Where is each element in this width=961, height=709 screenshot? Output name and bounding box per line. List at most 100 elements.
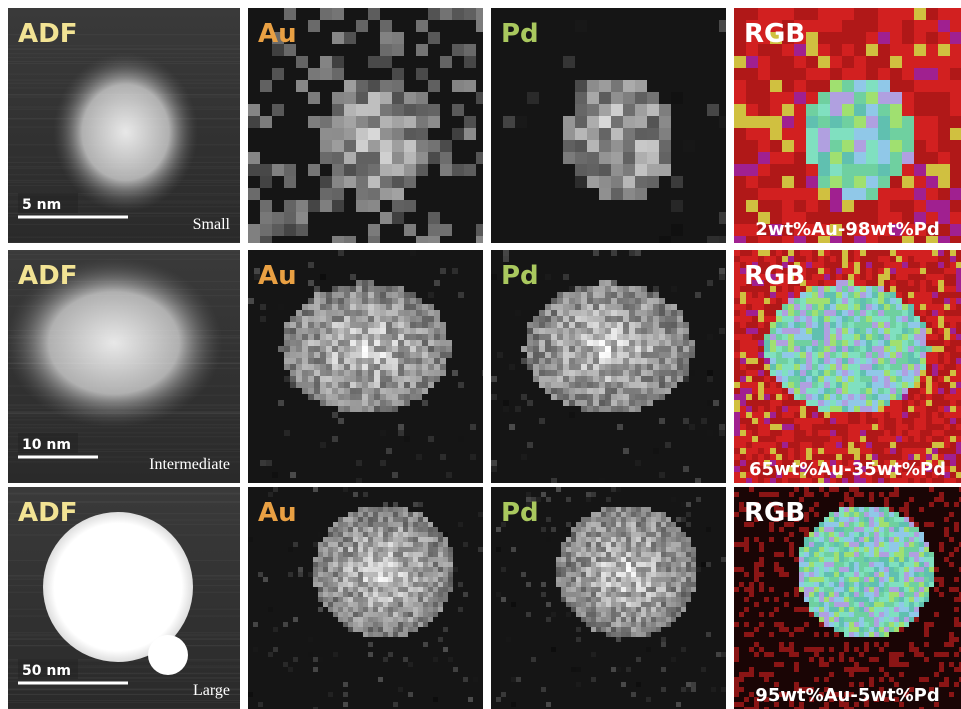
- map-pixel: [908, 346, 914, 352]
- map-pixel: [605, 376, 611, 382]
- map-pixel: [848, 346, 854, 352]
- map-pixel: [884, 298, 890, 304]
- map-pixel: [707, 430, 713, 436]
- map-pixel: [368, 617, 373, 622]
- map-pixel: [353, 617, 358, 622]
- map-pixel: [671, 542, 676, 547]
- map-pixel: [844, 517, 849, 522]
- map-pixel: [635, 340, 641, 346]
- map-pixel: [734, 292, 740, 298]
- map-pixel: [752, 406, 758, 412]
- map-pixel: [380, 164, 392, 176]
- map-pixel: [368, 104, 380, 116]
- map-pixel: [378, 582, 383, 587]
- map-pixel: [515, 116, 527, 128]
- map-pixel: [344, 352, 350, 358]
- map-pixel: [333, 612, 338, 617]
- map-pixel: [646, 587, 651, 592]
- map-pixel: [631, 607, 636, 612]
- map-pixel: [848, 400, 854, 406]
- map-pixel: [320, 310, 326, 316]
- map-pixel: [616, 622, 621, 627]
- map-pixel: [348, 512, 353, 517]
- map-pixel: [383, 567, 388, 572]
- map-pixel: [576, 587, 581, 592]
- map-pixel: [368, 370, 374, 376]
- map-pixel: [428, 436, 434, 442]
- map-pixel: [611, 334, 617, 340]
- map-pixel: [944, 322, 950, 328]
- map-pixel: [378, 552, 383, 557]
- map-pixel: [416, 454, 422, 460]
- map-pixel: [926, 370, 932, 376]
- map-pixel: [794, 104, 806, 116]
- map-pixel: [403, 602, 408, 607]
- map-pixel: [363, 627, 368, 632]
- map-pixel: [332, 286, 338, 292]
- map-pixel: [278, 304, 284, 310]
- map-pixel: [758, 250, 764, 256]
- map-pixel: [691, 687, 696, 692]
- map-pixel: [611, 557, 616, 562]
- map-pixel: [659, 346, 665, 352]
- map-pixel: [438, 562, 443, 567]
- map-pixel: [533, 358, 539, 364]
- map-pixel: [636, 602, 641, 607]
- map-pixel: [869, 532, 874, 537]
- map-pixel: [707, 400, 713, 406]
- map-pixel: [408, 547, 413, 552]
- map-pixel: [839, 502, 844, 507]
- map-pixel: [866, 152, 878, 164]
- map-pixel: [404, 310, 410, 316]
- map-pixel: [902, 412, 908, 418]
- map-pixel: [557, 316, 563, 322]
- map-pixel: [926, 334, 932, 340]
- map-pixel: [740, 346, 746, 352]
- map-pixel: [374, 298, 380, 304]
- map-pixel: [440, 364, 446, 370]
- map-pixel: [641, 334, 647, 340]
- map-pixel: [418, 612, 423, 617]
- map-pixel: [806, 346, 812, 352]
- map-pixel: [818, 406, 824, 412]
- map-pixel: [599, 188, 611, 200]
- map-pixel: [596, 517, 601, 522]
- map-pixel: [631, 537, 636, 542]
- map-pixel: [383, 572, 388, 577]
- map-pixel: [944, 346, 950, 352]
- map-pixel: [434, 280, 440, 286]
- map-pixel: [878, 44, 890, 56]
- map-pixel: [296, 334, 302, 340]
- map-pixel: [635, 104, 647, 116]
- map-pixel: [683, 250, 689, 256]
- map-pixel: [661, 512, 666, 517]
- map-pixel: [824, 334, 830, 340]
- map-pixel: [404, 128, 416, 140]
- map-pixel: [348, 622, 353, 627]
- map-pixel: [932, 316, 938, 322]
- map-pixel: [551, 358, 557, 364]
- map-pixel: [896, 298, 902, 304]
- map-pixel: [653, 316, 659, 322]
- map-pixel: [666, 567, 671, 572]
- map-pixel: [782, 418, 788, 424]
- map-pixel: [848, 394, 854, 400]
- map-pixel: [290, 322, 296, 328]
- map-pixel: [398, 352, 404, 358]
- map-pixel: [545, 322, 551, 328]
- map-pixel: [410, 250, 416, 256]
- map-pixel: [623, 128, 635, 140]
- map-pixel: [611, 507, 616, 512]
- map-pixel: [938, 334, 944, 340]
- map-pixel: [353, 612, 358, 617]
- map-pixel: [830, 176, 842, 188]
- map-pixel: [599, 292, 605, 298]
- map-pixel: [363, 507, 368, 512]
- map-pixel: [834, 527, 839, 532]
- map-pixel: [533, 340, 539, 346]
- map-pixel: [665, 316, 671, 322]
- map-pixel: [849, 512, 854, 517]
- map-pixel: [433, 542, 438, 547]
- map-pixel: [932, 376, 938, 382]
- map-pixel: [752, 292, 758, 298]
